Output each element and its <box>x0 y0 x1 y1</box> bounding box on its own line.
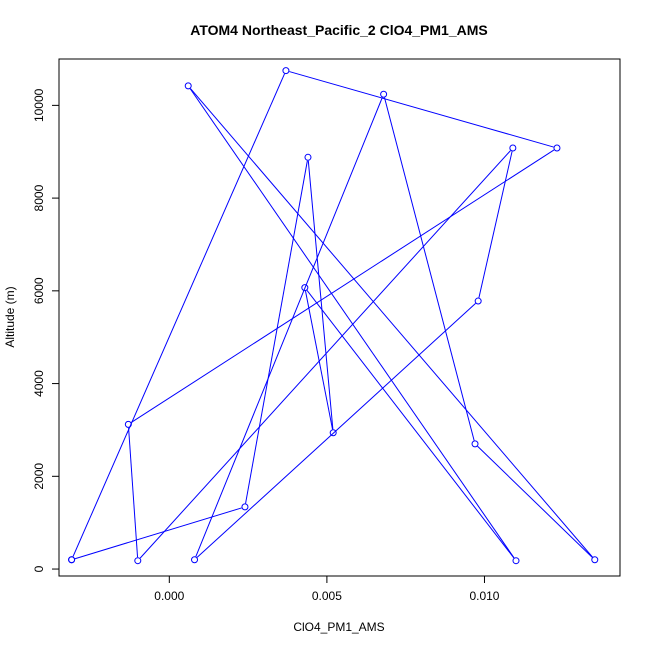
x-tick-label: 0.010 <box>469 589 499 603</box>
chart-title: ATOM4 Northeast_Pacific_2 ClO4_PM1_AMS <box>190 22 487 38</box>
series-line-segment <box>139 150 511 559</box>
series-line-segment <box>307 160 334 430</box>
data-point <box>512 557 520 565</box>
series-points <box>68 67 599 565</box>
data-point <box>241 503 249 511</box>
series-line-segment <box>196 303 476 558</box>
x-axis-label: ClO4_PM1_AMS <box>293 620 384 634</box>
series-line-segment <box>74 507 242 560</box>
x-tick-label: 0.005 <box>312 589 342 603</box>
data-point <box>380 90 388 98</box>
series-line-segment <box>306 290 515 559</box>
data-point <box>191 556 199 564</box>
y-tick-label: 4000 <box>32 370 46 397</box>
series-line-segment <box>72 73 285 557</box>
data-point <box>471 440 479 448</box>
data-point <box>553 144 561 152</box>
series-line-segment <box>195 97 383 557</box>
series-line-segment <box>478 151 513 298</box>
series-line-segment <box>128 427 139 558</box>
data-point <box>282 67 290 75</box>
data-point <box>301 284 309 292</box>
series-line-segment <box>190 88 593 558</box>
x-axis: 0.000 0.005 0.010 <box>154 575 500 603</box>
y-axis: 0 2000 4000 6000 8000 10000 <box>32 88 60 572</box>
y-tick-label: 2000 <box>32 463 46 490</box>
data-point <box>329 429 337 437</box>
data-point <box>68 556 76 564</box>
series-line-segment <box>477 445 593 558</box>
y-tick-label: 6000 <box>32 277 46 304</box>
series-line-segment <box>305 290 334 430</box>
data-point <box>474 297 482 305</box>
series-line-segment <box>289 71 554 148</box>
data-point <box>591 556 599 564</box>
y-tick-label: 10000 <box>32 88 46 122</box>
y-axis-label: Altitude (m) <box>3 286 17 347</box>
series-line-segment <box>245 160 308 504</box>
data-point <box>304 153 312 161</box>
data-point <box>134 557 142 565</box>
data-point <box>184 82 192 90</box>
series-line-segment <box>384 97 475 441</box>
series-line-segment <box>131 149 555 423</box>
series-lines <box>72 71 593 560</box>
y-tick-label: 8000 <box>32 184 46 211</box>
y-tick-label: 0 <box>32 565 46 572</box>
data-point <box>509 144 517 152</box>
x-tick-label: 0.000 <box>154 589 184 603</box>
data-point <box>124 420 132 428</box>
